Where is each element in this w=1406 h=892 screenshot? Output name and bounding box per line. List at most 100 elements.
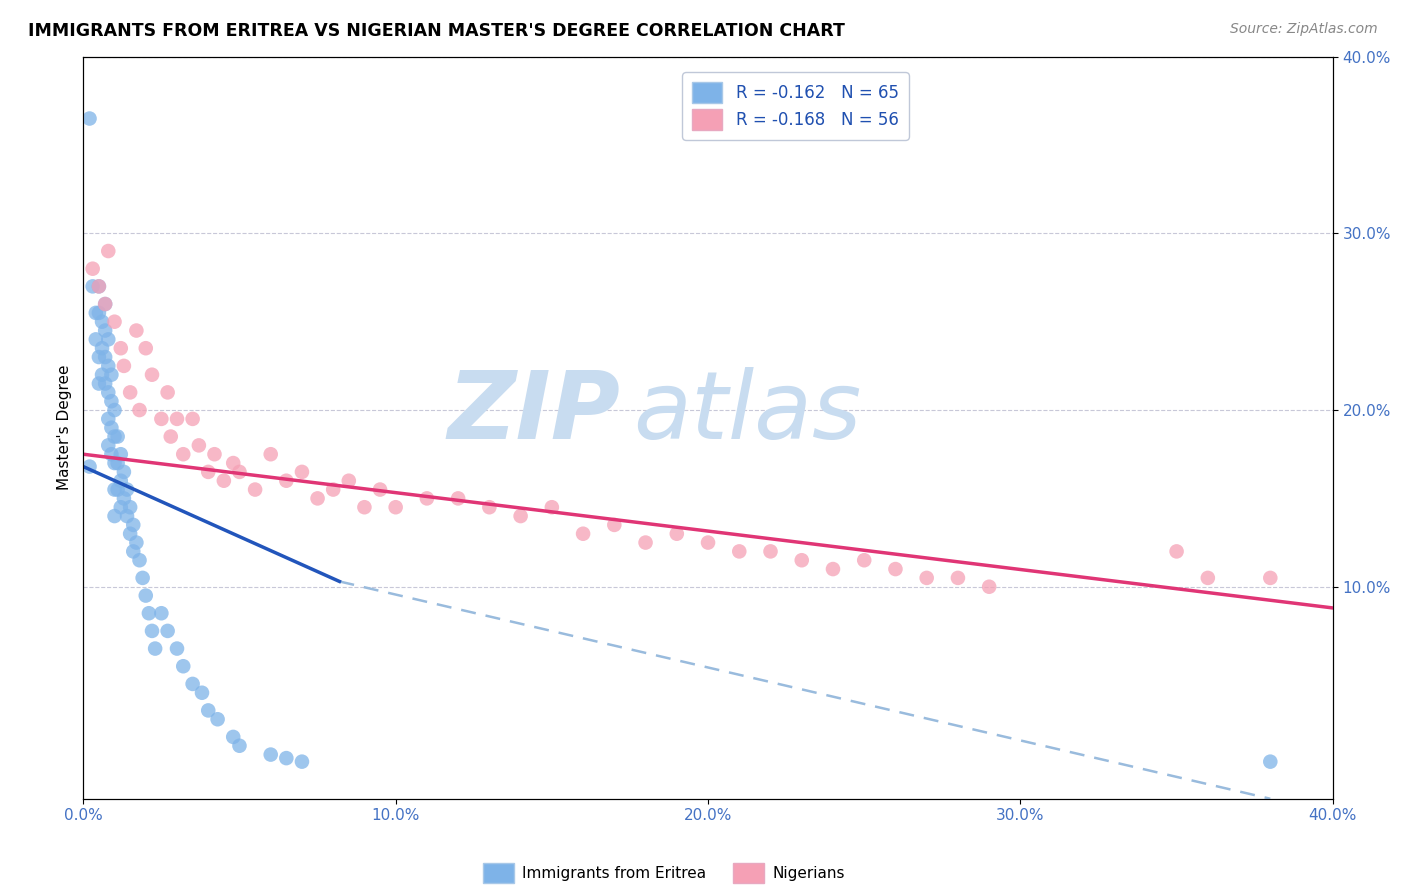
Point [172, 447, 194, 461]
Text: IMMIGRANTS FROM ERITREA VS NIGERIAN MASTER'S DEGREE CORRELATION CHART: IMMIGRANTS FROM ERITREA VS NIGERIAN MAST… [28, 22, 845, 40]
Point [94, 350, 117, 364]
Point [82, 279, 104, 293]
Point [100, 394, 122, 409]
Point [122, 517, 145, 532]
Point [110, 341, 132, 355]
Point [107, 483, 129, 497]
Point [100, 368, 122, 382]
Point [84, 306, 107, 320]
Point [447, 491, 470, 506]
Point [91, 368, 114, 382]
Point [94, 297, 117, 311]
Point [141, 368, 163, 382]
Text: Immigrants from Eritrea: Immigrants from Eritrea [523, 866, 707, 880]
Y-axis label: Master's Degree: Master's Degree [58, 365, 72, 491]
Point [260, 447, 283, 461]
Point [1258, 755, 1281, 769]
Point [115, 483, 138, 497]
Point [759, 544, 782, 558]
Point [728, 544, 751, 558]
Point [97, 244, 120, 258]
Point [87, 279, 110, 293]
Point [243, 483, 266, 497]
Point [156, 624, 179, 638]
Point [100, 447, 122, 461]
Point [91, 341, 114, 355]
Point [103, 509, 125, 524]
Point [97, 385, 120, 400]
Point [228, 739, 250, 753]
Point [82, 261, 104, 276]
Point [790, 553, 813, 567]
Point [204, 447, 226, 461]
Point [122, 544, 145, 558]
Point [353, 500, 375, 515]
Point [150, 606, 173, 620]
Point [128, 403, 150, 417]
Point [222, 456, 245, 470]
Point [141, 624, 163, 638]
Text: ZIP: ZIP [447, 367, 620, 458]
Point [1197, 571, 1219, 585]
Point [260, 747, 283, 762]
Text: Source: ZipAtlas.com: Source: ZipAtlas.com [1230, 22, 1378, 37]
Point [884, 562, 907, 576]
Point [197, 703, 219, 717]
Point [665, 526, 688, 541]
Point [478, 500, 501, 515]
Point [100, 421, 122, 435]
Point [79, 112, 101, 126]
Point [94, 376, 117, 391]
Point [91, 315, 114, 329]
Point [87, 376, 110, 391]
Point [207, 712, 229, 726]
Point [291, 755, 314, 769]
Text: Nigerians: Nigerians [772, 866, 845, 880]
Point [1166, 544, 1188, 558]
Point [915, 571, 938, 585]
Point [87, 306, 110, 320]
Point [103, 315, 125, 329]
Point [166, 641, 188, 656]
Point [103, 403, 125, 417]
Point [128, 553, 150, 567]
Point [120, 500, 142, 515]
Point [110, 474, 132, 488]
Point [368, 483, 391, 497]
Point [946, 571, 969, 585]
Point [112, 359, 135, 373]
Point [276, 751, 298, 765]
Point [125, 535, 148, 549]
Point [197, 465, 219, 479]
Point [97, 332, 120, 346]
Point [634, 535, 657, 549]
Point [110, 500, 132, 515]
Point [821, 562, 844, 576]
Point [120, 526, 142, 541]
Point [1258, 571, 1281, 585]
Point [276, 474, 298, 488]
Point [181, 677, 204, 691]
Point [307, 491, 329, 506]
Legend: R = -0.162   N = 65, R = -0.168   N = 56: R = -0.162 N = 65, R = -0.168 N = 56 [682, 72, 908, 140]
Point [87, 279, 110, 293]
Point [191, 686, 214, 700]
Point [135, 589, 157, 603]
Point [322, 483, 344, 497]
Point [115, 509, 138, 524]
Point [79, 459, 101, 474]
Point [509, 509, 531, 524]
Point [112, 491, 135, 506]
Point [228, 465, 250, 479]
Point [131, 571, 153, 585]
Point [181, 412, 204, 426]
Point [97, 438, 120, 452]
Point [143, 641, 166, 656]
Point [697, 535, 720, 549]
Point [103, 456, 125, 470]
Point [222, 730, 245, 744]
Point [187, 438, 209, 452]
Point [84, 332, 107, 346]
Point [416, 491, 439, 506]
Point [138, 606, 160, 620]
